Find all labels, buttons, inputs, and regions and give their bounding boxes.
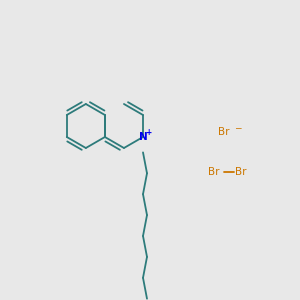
Text: Br: Br xyxy=(235,167,247,177)
Text: +: + xyxy=(146,128,152,137)
Text: Br: Br xyxy=(218,127,230,137)
Text: −: − xyxy=(234,124,242,133)
Text: Br: Br xyxy=(208,167,220,177)
Text: N: N xyxy=(139,132,147,142)
